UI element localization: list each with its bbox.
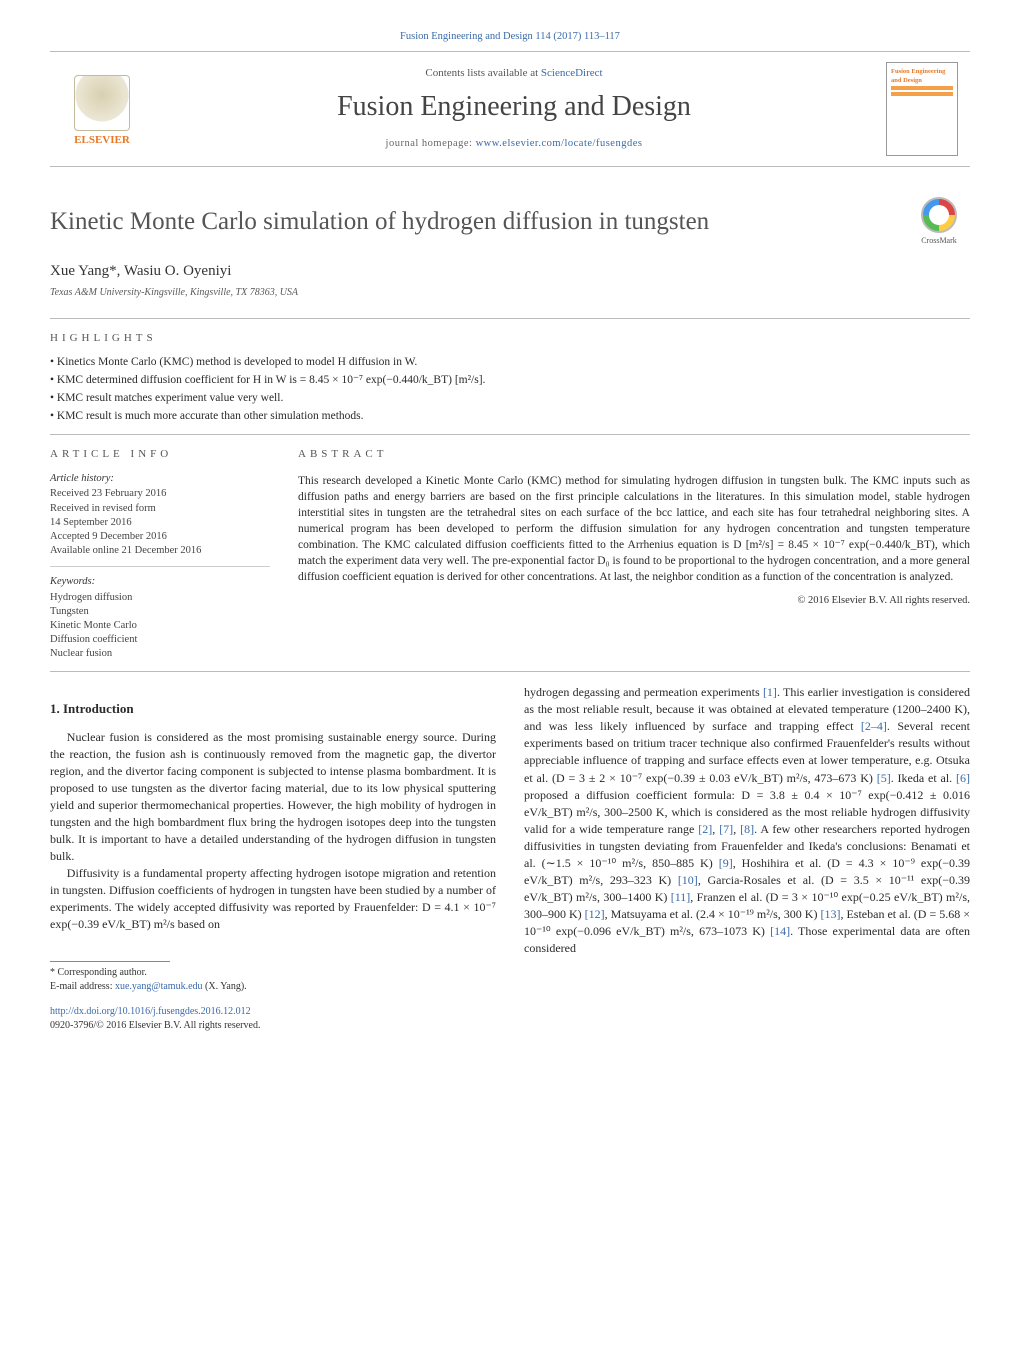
intro-heading: 1. Introduction <box>50 700 496 718</box>
crossmark-icon <box>921 197 957 233</box>
abstract-copyright: © 2016 Elsevier B.V. All rights reserved… <box>298 594 970 609</box>
authors: Xue Yang*, Wasiu O. Oyeniyi <box>50 261 970 282</box>
email-label: E-mail address: <box>50 981 115 992</box>
homepage-line: journal homepage: www.elsevier.com/locat… <box>142 137 886 152</box>
running-head: Fusion Engineering and Design 114 (2017)… <box>50 30 970 45</box>
divider <box>50 671 970 672</box>
history-line: Accepted 9 December 2016 <box>50 530 270 544</box>
abstract-block: ABSTRACT This research developed a Kinet… <box>298 447 970 661</box>
corresponding-footnote: * Corresponding author. <box>50 966 496 980</box>
cover-title: Fusion Engineering and Design <box>891 67 953 85</box>
contents-prefix: Contents lists available at <box>425 67 540 79</box>
highlights-label: HIGHLIGHTS <box>50 331 970 346</box>
keywords-label: Keywords: <box>50 575 270 589</box>
divider <box>50 318 970 319</box>
intro-p2b: hydrogen degassing and permeation experi… <box>524 684 970 957</box>
keyword: Diffusion coefficient <box>50 633 270 647</box>
keyword: Hydrogen diffusion <box>50 591 270 605</box>
doi-line: http://dx.doi.org/10.1016/j.fusengdes.20… <box>50 1005 496 1019</box>
intro-p1: Nuclear fusion is considered as the most… <box>50 729 496 865</box>
affiliation: Texas A&M University-Kingsville, Kingsvi… <box>50 286 970 300</box>
highlight-item: KMC determined diffusion coefficient for… <box>50 372 970 388</box>
keyword: Tungsten <box>50 605 270 619</box>
crossmark-badge[interactable]: CrossMark <box>908 191 970 253</box>
footnote-divider <box>50 961 170 962</box>
journal-cover-thumb: Fusion Engineering and Design <box>886 62 958 156</box>
publisher-logo: ELSEVIER <box>62 69 142 149</box>
article-info-label: ARTICLE INFO <box>50 447 270 462</box>
elsevier-tree-icon <box>74 75 130 131</box>
email-link[interactable]: xue.yang@tamuk.edu <box>115 981 203 992</box>
highlight-item: KMC result matches experiment value very… <box>50 390 970 406</box>
issn-line: 0920-3796/© 2016 Elsevier B.V. All right… <box>50 1019 496 1033</box>
history-line: Received 23 February 2016 <box>50 487 270 501</box>
publisher-name: ELSEVIER <box>74 133 130 148</box>
history-line: Available online 21 December 2016 <box>50 544 270 558</box>
abstract-label: ABSTRACT <box>298 447 970 462</box>
abstract-text: This research developed a Kinetic Monte … <box>298 473 970 586</box>
journal-title: Fusion Engineering and Design <box>142 87 886 126</box>
intro-p2a: Diffusivity is a fundamental property af… <box>50 865 496 933</box>
history-label: Article history: <box>50 472 270 486</box>
divider <box>50 434 970 435</box>
history-line: Received in revised form <box>50 502 270 516</box>
highlights-list: Kinetics Monte Carlo (KMC) method is dev… <box>50 354 970 424</box>
homepage-link[interactable]: www.elsevier.com/locate/fusengdes <box>476 138 643 149</box>
journal-header: ELSEVIER Contents lists available at Sci… <box>50 51 970 167</box>
keyword: Kinetic Monte Carlo <box>50 619 270 633</box>
contents-line: Contents lists available at ScienceDirec… <box>142 66 886 81</box>
article-info: ARTICLE INFO Article history: Received 2… <box>50 447 270 661</box>
doi-link[interactable]: http://dx.doi.org/10.1016/j.fusengdes.20… <box>50 1006 251 1017</box>
sciencedirect-link[interactable]: ScienceDirect <box>541 67 603 79</box>
body-columns: 1. Introduction Nuclear fusion is consid… <box>50 684 970 1033</box>
homepage-prefix: journal homepage: <box>386 138 476 149</box>
email-suffix: (X. Yang). <box>203 981 247 992</box>
crossmark-label: CrossMark <box>921 235 957 246</box>
keyword: Nuclear fusion <box>50 647 270 661</box>
highlight-item: Kinetics Monte Carlo (KMC) method is dev… <box>50 354 970 370</box>
highlight-item: KMC result is much more accurate than ot… <box>50 408 970 424</box>
paper-title: Kinetic Monte Carlo simulation of hydrog… <box>50 204 709 239</box>
email-footnote: E-mail address: xue.yang@tamuk.edu (X. Y… <box>50 980 496 994</box>
history-line: 14 September 2016 <box>50 516 270 530</box>
